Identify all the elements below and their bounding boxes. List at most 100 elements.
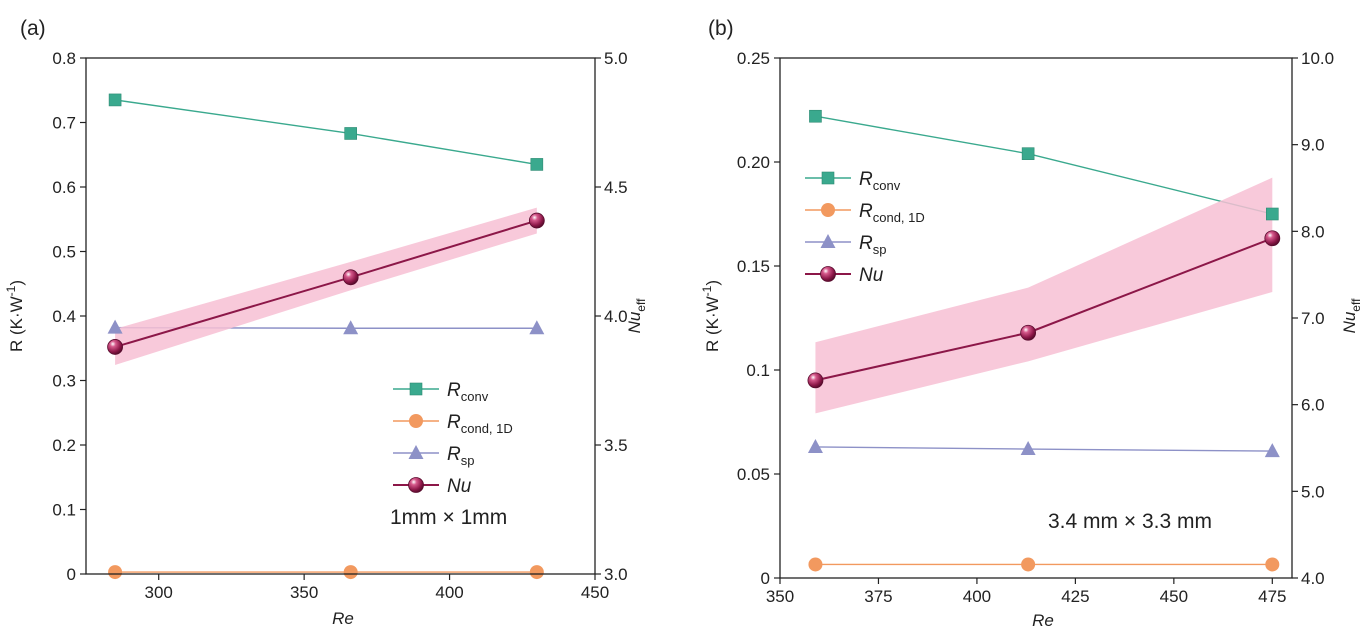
y2-tick-label: 10.0: [1301, 49, 1334, 68]
y2-tick-label: 6.0: [1301, 396, 1325, 415]
series-line-r_conv: [815, 115, 1273, 215]
data-point-r_sp: [1264, 443, 1280, 458]
legend-label-r_sp: Rsp: [859, 233, 886, 257]
legend-label-nu: Nu: [859, 265, 884, 286]
y-tick-label: 0.1: [52, 501, 76, 520]
y-tick-label: 0: [761, 569, 770, 588]
y-axis-label-paren: ): [7, 280, 26, 286]
y-axis-label-sup: -1: [4, 285, 18, 296]
data-point-r_cond: [108, 565, 123, 580]
legend-marker-r_sp: [408, 445, 424, 459]
legend-label-sub: cond, 1D: [873, 210, 925, 225]
y2-tick-label: 3.0: [604, 565, 628, 584]
y-axis-label-paren: ): [703, 280, 722, 286]
series-r_sp: [815, 446, 1273, 452]
data-point-r_sp: [107, 319, 123, 334]
data-point-r_conv: [108, 93, 122, 107]
y-axis-label-main: R (K·W: [703, 296, 722, 352]
series-r_conv: [815, 115, 1273, 215]
y-tick-label: 0.20: [737, 153, 770, 172]
series-line-r_sp: [815, 446, 1273, 452]
legend-marker-nu: [820, 266, 836, 282]
panel-a: (a) 300 350 400 450 0 0.1 0.2 0.3 0.4 0.5 0.6 0.7 0.8…: [4, 17, 648, 628]
plot-area: [107, 93, 545, 580]
x-tick-label: 400: [963, 587, 991, 606]
y-axis-label-sup: -1: [700, 285, 714, 296]
legend-label-sub: conv: [461, 389, 489, 404]
legend-label-main: R: [447, 380, 461, 401]
y2-tick-label: 4.0: [604, 307, 628, 326]
data-point-r_conv: [1266, 207, 1279, 221]
legend-label-main: R: [859, 201, 873, 222]
y-axis-label-main: R (K·W: [7, 296, 26, 352]
x-tick-label: 450: [581, 583, 609, 602]
legend-label-main: R: [447, 412, 461, 433]
y2-tick-label: 5.0: [1301, 482, 1325, 501]
data-point-r_conv: [1021, 147, 1035, 160]
data-point-r_cond: [529, 565, 544, 580]
legend-label-main: R: [447, 444, 461, 465]
data-point-nu: [1264, 230, 1281, 247]
data-point-r_cond: [343, 565, 358, 580]
legend-label-sub: sp: [461, 453, 475, 468]
legend-label-r_conv: Rconv: [859, 169, 901, 193]
legend-label-r_cond: Rcond, 1D: [859, 201, 925, 225]
legend-marker-r_sp: [820, 234, 836, 248]
data-point-r_cond: [1265, 557, 1280, 572]
y2-axis-label-main: Nu: [1340, 311, 1359, 333]
legend-marker-r_cond: [821, 203, 835, 217]
x-axis-label: Re: [332, 609, 354, 628]
size-annotation: 3.4 mm × 3.3 mm: [1048, 510, 1212, 533]
data-point-r_conv: [344, 127, 357, 140]
y2-tick-label: 4.0: [1301, 569, 1325, 588]
y2-axis-label-sub: eff: [634, 298, 648, 312]
data-point-nu: [807, 372, 824, 389]
data-point-r_sp: [343, 320, 359, 335]
x-axis-label: Re: [1032, 611, 1054, 630]
x-tick-label: 425: [1061, 587, 1089, 606]
y2-tick-label: 4.5: [604, 178, 628, 197]
legend-label-r_sp: Rsp: [447, 444, 474, 468]
series-nu: [114, 207, 538, 366]
legend-label-main: R: [859, 233, 873, 254]
y-tick-label: 0.7: [52, 114, 76, 133]
data-point-r_conv: [809, 109, 822, 123]
legend-label-main: R: [859, 169, 873, 190]
y-tick-label: 0.5: [52, 243, 76, 262]
y-tick-label: 0.2: [52, 436, 76, 455]
nu-uncertainty-band: [115, 207, 537, 366]
y-tick-label: 0: [67, 565, 76, 584]
y-tick-label: 0.3: [52, 372, 76, 391]
legend-label-sub: sp: [873, 242, 887, 257]
x-tick-label: 450: [1160, 587, 1188, 606]
legend-label-r_conv: Rconv: [447, 380, 489, 404]
x-tick-label: 300: [145, 583, 173, 602]
x-tick-label: 475: [1258, 587, 1286, 606]
panel-label: (a): [20, 17, 46, 40]
y-tick-label: 0.6: [52, 178, 76, 197]
legend-label-nu: Nu: [447, 476, 472, 497]
y-tick-label: 0.15: [737, 257, 770, 276]
data-point-r_conv: [530, 158, 544, 171]
y-axis-label: R (K·W-1): [4, 280, 26, 352]
y2-axis-label-sub: eff: [1349, 298, 1363, 312]
y-tick-label: 0.05: [737, 465, 770, 484]
legend-marker-r_cond: [409, 414, 423, 428]
panel-label: (b): [708, 17, 734, 40]
y2-tick-label: 8.0: [1301, 222, 1325, 241]
data-point-nu: [1020, 324, 1037, 341]
y-axis-label: R (K·W-1): [700, 280, 722, 352]
size-annotation: 1mm × 1mm: [390, 506, 507, 529]
series-line-r_conv: [114, 99, 537, 166]
data-point-r_sp: [1020, 441, 1036, 456]
y2-axis-label: Nueff: [1340, 298, 1363, 334]
y2-axis-label-main: Nu: [625, 311, 644, 333]
data-point-nu: [528, 212, 545, 229]
y2-axis-label: Nueff: [625, 298, 648, 334]
panel-b: (b) 350 375 400 425 450 475 0 0.05 0.1 0.15 0.20 0.2…: [700, 17, 1363, 630]
y-tick-label: 0.25: [737, 49, 770, 68]
legend-marker-r_conv: [409, 382, 423, 396]
legend-marker-r_conv: [821, 171, 835, 185]
